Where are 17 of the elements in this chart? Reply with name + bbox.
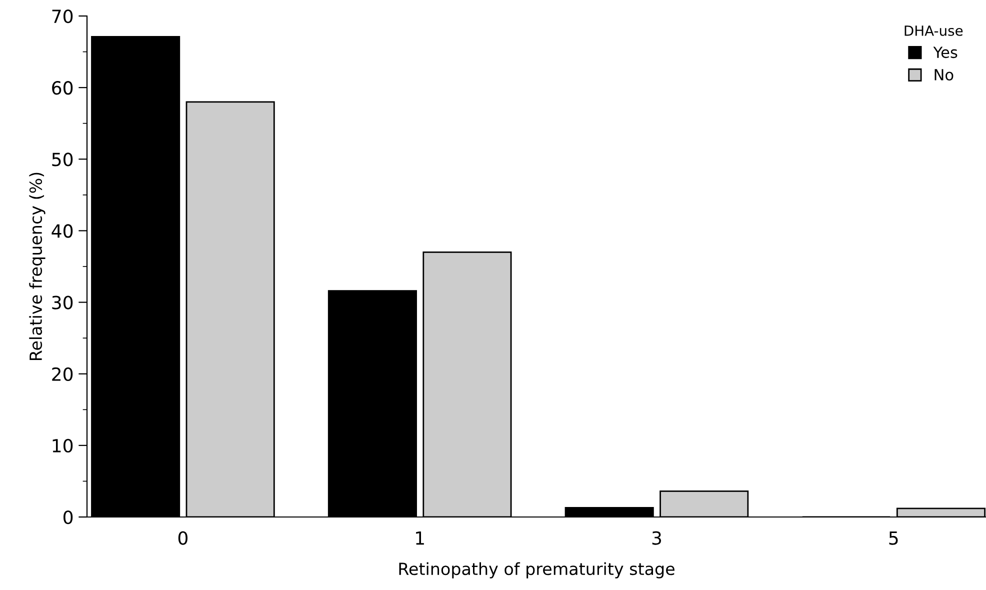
legend-label: No <box>934 69 954 80</box>
x-axis-title: Retinopathy of prematurity stage <box>399 562 674 578</box>
x-tick-label: 1 <box>416 531 424 545</box>
y-tick-label: 50 <box>52 152 73 166</box>
x-tick-label: 5 <box>889 531 898 545</box>
y-tick-label: 30 <box>52 296 73 310</box>
legend-label: Yes <box>933 46 958 58</box>
x-tick-label: 3 <box>652 531 662 545</box>
y-tick-label: 60 <box>52 81 73 95</box>
y-tick-label: 20 <box>52 367 73 381</box>
y-tick-label: 70 <box>52 9 73 24</box>
y-tick-label: 40 <box>52 224 73 238</box>
y-tick-label: 10 <box>52 438 73 453</box>
legend-title: DHA-use <box>904 26 963 36</box>
x-tick-label: 0 <box>178 531 188 545</box>
y-axis-title: Relative frequency (%) <box>29 172 46 360</box>
y-tick-label: 0 <box>64 510 73 524</box>
